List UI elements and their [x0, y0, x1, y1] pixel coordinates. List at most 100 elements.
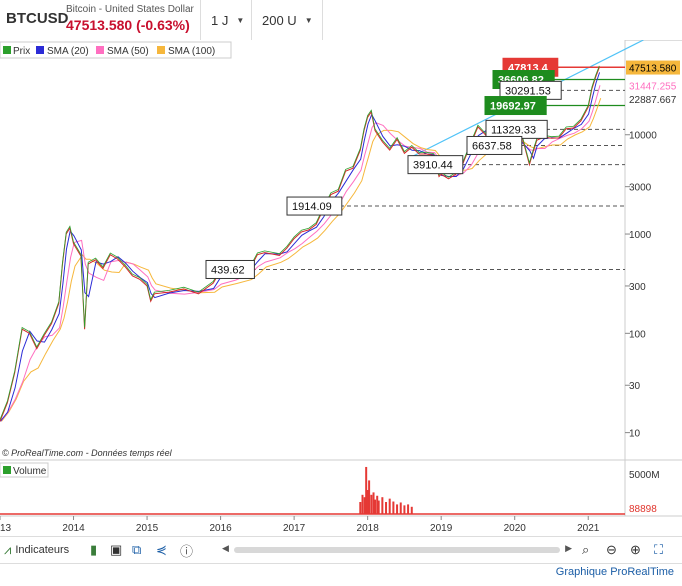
fullscreen-button[interactable]: ⛶ [654, 540, 667, 560]
current-price-label: 47513.580 [629, 64, 677, 75]
level-label: 30291.53 [505, 85, 551, 97]
level-label: 1914.09 [292, 201, 332, 213]
volume-label: Volume [13, 466, 47, 477]
y-tick-label: 3000 [629, 183, 652, 194]
x-tick-label: 2013 [0, 523, 12, 534]
zoom-out-button[interactable]: ⊖ [606, 540, 621, 560]
period-value: 1 J [211, 12, 229, 28]
level-label-box [466, 135, 523, 155]
x-tick-label: 2018 [357, 523, 380, 534]
volume-bar [377, 500, 380, 514]
plus-chart-icon: ▮ [90, 542, 98, 557]
save-icon: ▣ [110, 542, 123, 557]
last-price: 47513.580 (-0.63%) [66, 17, 190, 33]
volume-bar [365, 466, 368, 514]
level-label: 3910.44 [413, 160, 453, 172]
level-label: 11329.33 [491, 124, 536, 136]
indicators-label: Indicateurs [15, 544, 70, 556]
symbol-label: BTCUSD [6, 10, 69, 27]
legend-label-price: Prix [13, 46, 30, 57]
legend-swatch-sma20 [36, 46, 44, 54]
volume-bar [399, 502, 402, 514]
legend-label-sma50: SMA (50) [107, 46, 149, 57]
share-icon: ⋞ [156, 542, 167, 557]
instrument-name: Bitcoin - United States Dollar [66, 4, 194, 15]
zoom-in-icon: ⊕ [630, 542, 641, 557]
y-tick-label: 10000 [629, 131, 657, 142]
period-dropdown[interactable]: 1 J ▼ [200, 0, 251, 40]
zoom-fit-button[interactable]: ⌕ [582, 540, 593, 560]
volume-bar [410, 506, 413, 514]
volume-bar [372, 492, 375, 514]
scroll-right-icon[interactable]: ▶ [565, 543, 572, 553]
x-tick-label: 2017 [283, 523, 306, 534]
level-label: 439.62 [211, 264, 245, 276]
volume-legend: Volume [0, 462, 49, 478]
legend-swatch-sma100 [157, 46, 165, 54]
current-price-box [626, 60, 680, 75]
share-button[interactable]: ⋞ [156, 540, 171, 560]
y-tick-label: 30 [629, 381, 641, 392]
volume-bar [370, 494, 373, 514]
volume-bar [385, 502, 388, 514]
volume-bar [392, 501, 395, 514]
level-label: 19692.97 [490, 101, 536, 113]
help-icon: ⓘ [180, 543, 194, 559]
y-tick-label: 300 [629, 282, 646, 293]
zoom-in-button[interactable]: ⊕ [630, 540, 645, 560]
volume-bar [403, 505, 406, 514]
legend-swatch-price [3, 46, 11, 54]
level-label-box [205, 259, 255, 279]
level-label: 6637.58 [472, 140, 512, 152]
chevron-down-icon: ▼ [236, 15, 245, 25]
chevron-down-icon: ▼ [304, 15, 313, 25]
volume-bar [388, 498, 391, 514]
volume-bar [359, 502, 362, 514]
chart-toolbar: ⩘ Indicateurs ▮ ▣ ⧉ ⋞ ⓘ ◀ ▶ ⌕ ⊖ ⊕ ⛶ [0, 536, 682, 564]
volume-bar [363, 497, 366, 514]
x-tick-label: 2021 [577, 523, 600, 534]
axis-level-label: 22887.667 [629, 95, 677, 106]
indicators-icon: ⩘ [4, 542, 12, 557]
level-label-box [407, 155, 464, 175]
volume-last-box [626, 502, 678, 515]
scroll-left-icon[interactable]: ◀ [222, 543, 229, 553]
x-tick-label: 2020 [504, 523, 527, 534]
volume-bar [407, 504, 410, 514]
axis-level-label: 31447.255 [629, 81, 677, 92]
legend-label-sma100: SMA (100) [168, 46, 215, 57]
level-label-box [484, 96, 547, 116]
indicators-button[interactable]: ⩘ Indicateurs [4, 540, 69, 560]
units-value: 200 U [262, 12, 297, 28]
x-tick-label: 2014 [62, 523, 85, 534]
x-tick-label: 2015 [136, 523, 159, 534]
legend-label-sma20: SMA (20) [47, 46, 89, 57]
volume-bar [381, 497, 384, 514]
volume-bar [396, 504, 399, 514]
source-note: © ProRealTime.com - Données temps réel [2, 448, 173, 458]
horizontal-scrollbar[interactable]: ◀ ▶ [222, 543, 572, 557]
volume-bar [368, 480, 371, 514]
save-button[interactable]: ▣ [110, 540, 126, 560]
credit-link[interactable]: Graphique ProRealTime [555, 566, 674, 578]
volume-bar [366, 490, 369, 514]
units-dropdown[interactable]: 200 U ▼ [251, 0, 323, 40]
volume-axis-label: 5000M [629, 470, 660, 481]
legend-swatch-sma50 [96, 46, 104, 54]
scroll-track[interactable] [234, 547, 560, 553]
x-tick-label: 2019 [430, 523, 453, 534]
add-tool-button[interactable]: ▮ [90, 540, 101, 560]
zoom-out-icon: ⊖ [606, 542, 617, 557]
volume-bar [361, 494, 364, 514]
y-tick-label: 100 [629, 329, 646, 340]
zoom-fit-icon: ⌕ [582, 542, 590, 557]
price-chart[interactable]: 47813.436606.8231447.25530291.5322887.66… [0, 40, 682, 536]
volume-bar [374, 499, 376, 514]
y-tick-label: 10 [629, 429, 641, 440]
chart-header: BTCUSD Bitcoin - United States Dollar 47… [0, 0, 682, 41]
template-button[interactable]: ⧉ [132, 540, 145, 560]
help-button[interactable]: ⓘ [180, 540, 197, 560]
chart-legend: Prix SMA (20) SMA (50) SMA (100) [0, 41, 232, 59]
fullscreen-icon: ⛶ [654, 542, 664, 557]
volume-last-value: 88898 [629, 504, 657, 515]
